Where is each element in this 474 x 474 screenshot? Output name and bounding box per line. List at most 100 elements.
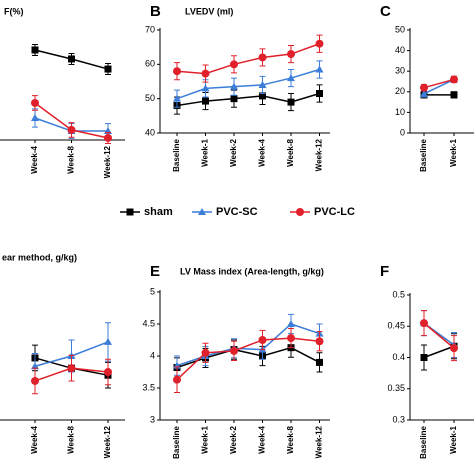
marker bbox=[450, 75, 458, 84]
x-tick-label: Week-2 bbox=[229, 425, 238, 453]
series-line bbox=[176, 68, 320, 100]
marker bbox=[104, 368, 112, 376]
x-tick-label: Week-12 bbox=[315, 138, 324, 171]
panel-letter: B bbox=[150, 3, 161, 20]
marker bbox=[315, 39, 324, 48]
panel-title: LVEDV (ml) bbox=[185, 6, 233, 16]
x-tick-label: Baseline bbox=[419, 425, 428, 458]
marker bbox=[104, 337, 112, 345]
marker bbox=[316, 90, 323, 98]
y-tick-label: 30 bbox=[395, 66, 405, 76]
marker bbox=[201, 84, 210, 92]
y-tick-label: 60 bbox=[145, 59, 155, 69]
legend-label: sham bbox=[144, 206, 173, 218]
panel-letter: C bbox=[380, 3, 391, 20]
panel-letter: E bbox=[150, 263, 160, 280]
marker bbox=[202, 97, 209, 105]
x-tick-label: Week-8 bbox=[67, 145, 76, 173]
marker bbox=[201, 69, 210, 78]
marker bbox=[287, 74, 295, 82]
marker bbox=[31, 362, 39, 370]
y-tick-label: 40 bbox=[145, 127, 155, 137]
marker bbox=[31, 98, 39, 107]
panel-title: LV Mass index (Area-length, g/kg) bbox=[180, 266, 324, 276]
y-tick-label: 3 bbox=[150, 414, 155, 424]
y-tick-label: 40 bbox=[395, 45, 405, 55]
y-tick-label: 70 bbox=[145, 24, 155, 34]
marker bbox=[67, 125, 76, 134]
series-line bbox=[176, 43, 320, 75]
marker bbox=[315, 65, 324, 73]
y-tick-label: 50 bbox=[395, 24, 405, 34]
marker bbox=[104, 133, 112, 142]
marker bbox=[420, 89, 428, 97]
marker bbox=[420, 354, 428, 361]
marker bbox=[230, 82, 238, 90]
x-tick-label: Baseline bbox=[172, 138, 181, 171]
marker bbox=[258, 336, 267, 344]
series-line bbox=[176, 92, 320, 107]
y-tick-label: 4 bbox=[150, 350, 155, 360]
marker bbox=[258, 80, 267, 88]
marker bbox=[230, 95, 238, 103]
panel-letter: F bbox=[380, 263, 389, 280]
marker bbox=[420, 319, 428, 328]
marker bbox=[287, 50, 295, 59]
marker bbox=[315, 337, 324, 346]
marker bbox=[173, 94, 181, 102]
y-tick-label: 3.5 bbox=[142, 382, 155, 392]
x-tick-label: Week-12 bbox=[315, 425, 324, 458]
legend-marker bbox=[296, 208, 304, 216]
marker bbox=[230, 346, 238, 355]
marker bbox=[259, 92, 266, 100]
x-tick-label: Week-1 bbox=[449, 425, 458, 453]
x-tick-label: Baseline bbox=[172, 425, 181, 458]
x-tick-label: Week-8 bbox=[286, 138, 295, 166]
legend-marker bbox=[126, 208, 134, 216]
marker bbox=[316, 358, 323, 366]
marker bbox=[173, 375, 181, 384]
x-tick-label: Week-4 bbox=[30, 145, 39, 173]
x-tick-label: Week-8 bbox=[286, 425, 295, 453]
series-line bbox=[423, 78, 455, 89]
marker bbox=[31, 376, 39, 385]
y-tick-label: 0.5 bbox=[392, 289, 405, 299]
marker bbox=[287, 334, 295, 343]
x-tick-label: Week-12 bbox=[103, 425, 112, 458]
marker bbox=[31, 114, 39, 121]
marker bbox=[104, 65, 112, 73]
x-tick-label: Week-1 bbox=[449, 138, 458, 166]
x-tick-label: Week-1 bbox=[201, 138, 210, 166]
legend-label: PVC-SC bbox=[216, 206, 258, 218]
y-tick-label: 4.5 bbox=[142, 318, 155, 328]
marker bbox=[230, 60, 238, 69]
legend-label: PVC-LC bbox=[314, 206, 355, 218]
x-tick-label: Week-2 bbox=[229, 138, 238, 166]
marker bbox=[450, 91, 458, 99]
y-tick-label: 0.4 bbox=[392, 352, 405, 362]
x-tick-label: Week-1 bbox=[201, 425, 210, 453]
x-tick-label: Baseline bbox=[419, 138, 428, 171]
panel-title: ear method, g/kg) bbox=[2, 252, 77, 262]
marker bbox=[258, 53, 267, 62]
y-tick-label: 10 bbox=[395, 107, 405, 117]
marker bbox=[287, 320, 295, 327]
marker bbox=[173, 67, 181, 76]
y-tick-label: 0 bbox=[400, 127, 405, 137]
series-line bbox=[423, 322, 455, 349]
x-tick-label: Week-12 bbox=[103, 145, 112, 178]
x-tick-label: Week-4 bbox=[258, 425, 267, 453]
y-tick-label: 5 bbox=[150, 286, 155, 296]
marker bbox=[68, 55, 75, 63]
x-tick-label: Week-4 bbox=[258, 138, 267, 166]
y-tick-label: 20 bbox=[395, 86, 405, 96]
series-line bbox=[176, 346, 320, 369]
panel-title: F(%) bbox=[4, 6, 24, 16]
marker bbox=[67, 364, 76, 373]
y-tick-label: 50 bbox=[145, 93, 155, 103]
x-tick-label: Week-4 bbox=[30, 425, 39, 453]
series-line bbox=[423, 78, 455, 95]
series-line bbox=[423, 345, 455, 359]
marker bbox=[287, 98, 295, 106]
